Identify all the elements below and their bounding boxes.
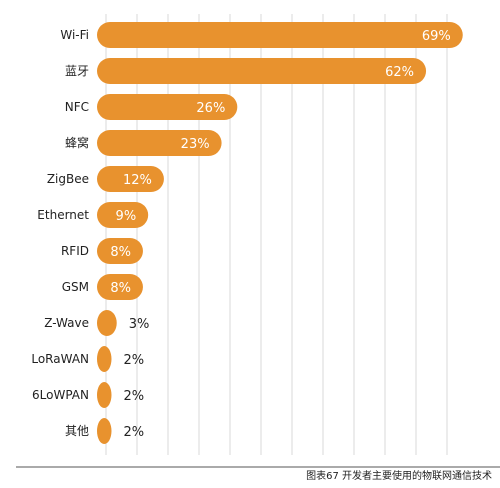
bar xyxy=(97,310,117,336)
category-label: Ethernet xyxy=(37,208,89,222)
bar xyxy=(97,58,427,84)
category-label: 蜂窝 xyxy=(65,135,89,150)
value-label: 23% xyxy=(181,137,210,152)
bars xyxy=(97,22,463,444)
chart-caption: 图表67 开发者主要使用的物联网通信技术 xyxy=(306,471,492,482)
bar xyxy=(97,382,112,408)
value-label: 8% xyxy=(110,245,131,260)
bar xyxy=(97,94,238,120)
bar xyxy=(97,274,143,300)
value-label: 8% xyxy=(110,281,131,296)
category-label: RFID xyxy=(61,244,89,258)
category-labels: Wi-Fi 蓝牙 NFC 蜂窝 ZigBee Ethernet RFID GSM Z-Wave L… xyxy=(31,28,89,438)
bar xyxy=(97,346,112,372)
category-label: NFC xyxy=(65,100,89,114)
value-label: 2% xyxy=(123,425,144,440)
value-label: 2% xyxy=(123,353,144,368)
value-label: 12% xyxy=(123,173,152,188)
value-label: 9% xyxy=(116,209,137,224)
bar xyxy=(97,418,112,444)
category-label: GSM xyxy=(62,280,89,294)
bar xyxy=(97,238,143,264)
bar xyxy=(97,166,164,192)
bar xyxy=(97,22,463,48)
category-label: 其他 xyxy=(65,424,89,438)
value-label: 69% xyxy=(422,29,451,44)
category-label: ZigBee xyxy=(47,172,89,186)
category-label: 蓝牙 xyxy=(65,64,89,78)
value-label: 26% xyxy=(196,101,225,116)
value-label: 62% xyxy=(385,65,414,80)
category-label: Z-Wave xyxy=(44,316,89,330)
category-label: Wi-Fi xyxy=(60,28,89,42)
value-label: 2% xyxy=(123,389,144,404)
bar xyxy=(97,130,222,156)
gridlines xyxy=(105,14,448,455)
value-label: 3% xyxy=(129,317,150,332)
bar xyxy=(97,202,149,228)
category-label: 6LoWPAN xyxy=(32,388,89,402)
value-labels: 69% 62% 26% 23% 12% 9% 8% 8% 3% 2% 2% 2% xyxy=(110,29,450,440)
category-label: LoRaWAN xyxy=(31,352,89,366)
